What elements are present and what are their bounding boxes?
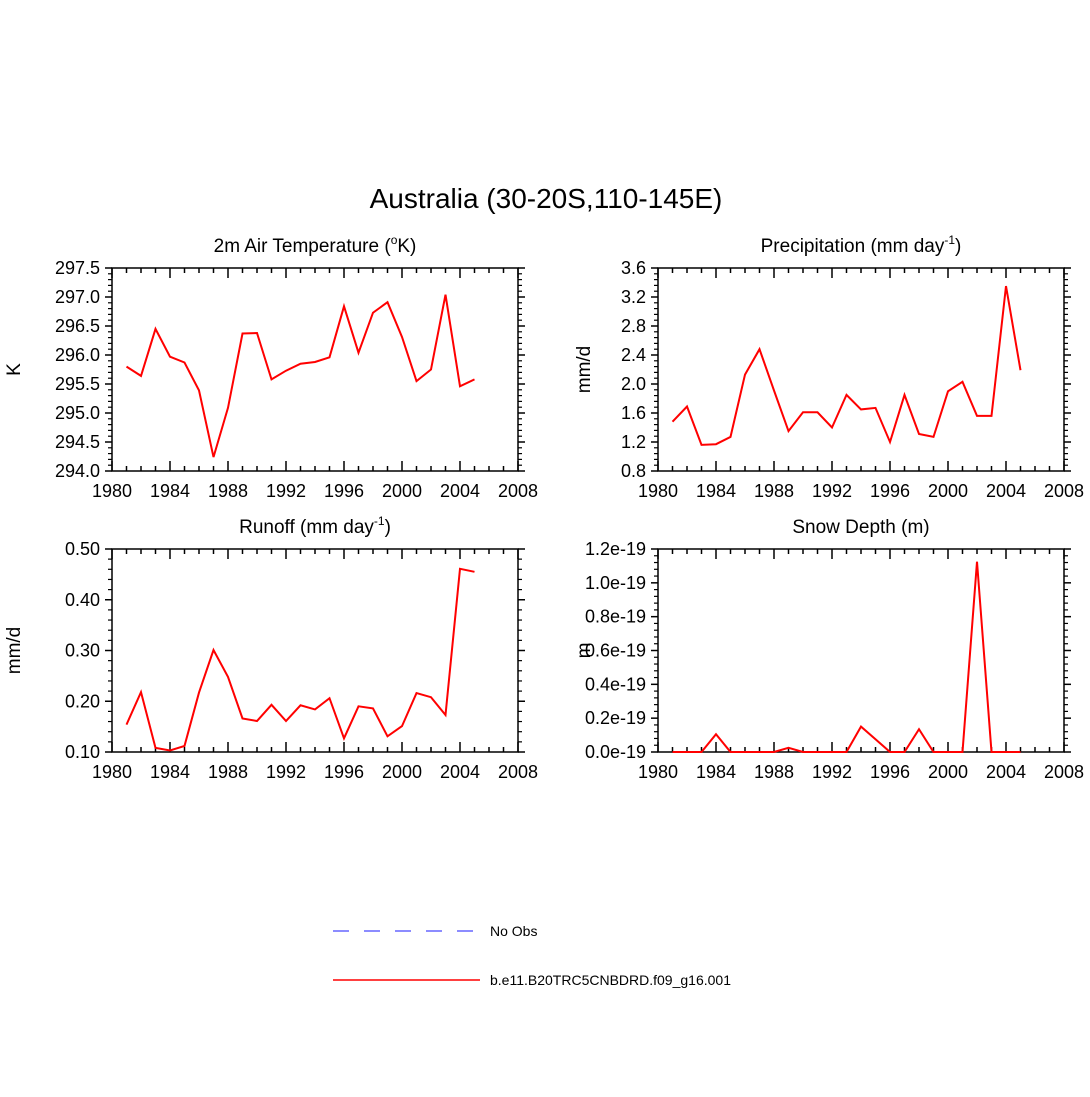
- y-tick-label: 2.8: [621, 316, 646, 336]
- y-tick-label: 1.2: [621, 432, 646, 452]
- y-tick-label: 0.10: [65, 742, 100, 762]
- panel-title-text: Runoff (mm day: [239, 517, 374, 538]
- panel-title-suffix: ): [385, 517, 391, 538]
- panel-title-superscript: -1: [374, 514, 385, 528]
- y-tick-label: 3.6: [621, 258, 646, 278]
- series-line-model: [125, 567, 475, 752]
- panel-title: 2m Air Temperature (oK): [214, 233, 417, 257]
- y-tick-label: 0.20: [65, 691, 100, 711]
- y-tick-label: 295.5: [55, 374, 100, 394]
- y-tick-label: 0.8e-19: [585, 607, 646, 627]
- x-tick-label: 1992: [812, 481, 852, 501]
- y-tick-label: 2.4: [621, 345, 646, 365]
- y-tick-label: 0.6e-19: [585, 641, 646, 661]
- x-tick-label: 2008: [498, 481, 538, 501]
- chart-panel-runoff: 1980 1984 1988 1992 1996 2000 2004 2008 0.10 0.20…: [4, 514, 538, 782]
- x-tick-label: 2000: [382, 762, 422, 782]
- series-line-model: [671, 285, 1022, 446]
- x-tick-label: 2000: [928, 481, 968, 501]
- plot-frame: [111, 548, 519, 753]
- y-tick-label: 297.5: [55, 258, 100, 278]
- y-axis-label: m: [574, 643, 595, 659]
- plot-frame: [657, 267, 1065, 472]
- x-tick-label: 1984: [150, 762, 190, 782]
- x-tick-label: 1996: [870, 762, 910, 782]
- y-axis-label: mm/d: [4, 627, 25, 675]
- x-tick-label: 1980: [638, 762, 678, 782]
- y-tick-label: 1.6: [621, 403, 646, 423]
- x-tick-label: 1984: [696, 762, 736, 782]
- y-tick-label: 3.2: [621, 287, 646, 307]
- x-tick-label: 1984: [150, 481, 190, 501]
- y-tick-label: 294.5: [55, 432, 100, 452]
- y-tick-label: 295.0: [55, 403, 100, 423]
- panel-title: Precipitation (mm day-1): [761, 233, 962, 257]
- y-tick-label: 296.5: [55, 316, 100, 336]
- x-tick-label: 2008: [1044, 481, 1084, 501]
- chart-panel-precipitation: 1980 1984 1988 1992 1996 2000 2004 2008 0.8 1.2 1.…: [574, 233, 1084, 501]
- x-tick-label: 1988: [208, 481, 248, 501]
- y-tick-label: 297.0: [55, 287, 100, 307]
- y-tick-label: 1.0e-19: [585, 573, 646, 593]
- y-tick-label: 0.40: [65, 590, 100, 610]
- y-tick-label: 2.0: [621, 374, 646, 394]
- x-tick-label: 1996: [870, 481, 910, 501]
- x-tick-label: 2008: [498, 762, 538, 782]
- x-tick-label: 1992: [266, 481, 306, 501]
- main-title: Australia (30-20S,110-145E): [370, 183, 723, 214]
- x-tick-label: 1984: [696, 481, 736, 501]
- y-axis-label: mm/d: [574, 346, 595, 394]
- panels: 1980 1984 1988 1992 1996 2000 2004 2008 294.0 294…: [4, 233, 1084, 782]
- x-tick-label: 2004: [440, 481, 480, 501]
- legend-label-model: b.e11.B20TRC5CNBDRD.f09_g16.001: [490, 972, 731, 988]
- x-tick-label: 1988: [208, 762, 248, 782]
- y-tick-label: 0.8: [621, 461, 646, 481]
- legend-label-no-obs: No Obs: [490, 923, 537, 939]
- y-tick-label: 294.0: [55, 461, 100, 481]
- x-tick-label: 2000: [382, 481, 422, 501]
- y-tick-label: 1.2e-19: [585, 539, 646, 559]
- x-tick-label: 2000: [928, 762, 968, 782]
- y-tick-label: 0.50: [65, 539, 100, 559]
- chart-panel-air-temperature: 1980 1984 1988 1992 1996 2000 2004 2008 294.0 294…: [4, 233, 538, 501]
- x-tick-label: 2004: [986, 481, 1026, 501]
- panel-title-superscript: o: [391, 233, 398, 247]
- chart-panel-snow-depth: 1980 1984 1988 1992 1996 2000 2004 2008 0.0e-19 0…: [574, 517, 1084, 782]
- x-tick-label: 1988: [754, 481, 794, 501]
- x-tick-label: 1980: [638, 481, 678, 501]
- x-tick-label: 1980: [92, 762, 132, 782]
- panel-title-superscript: -1: [944, 233, 955, 247]
- panel-title-text: 2m Air Temperature (: [214, 236, 392, 257]
- legend: No Obs b.e11.B20TRC5CNBDRD.f09_g16.001: [333, 923, 731, 988]
- x-tick-label: 1992: [266, 762, 306, 782]
- panel-title-text: Precipitation (mm day: [761, 236, 945, 257]
- panel-title: Snow Depth (m): [792, 517, 929, 538]
- x-tick-label: 2004: [986, 762, 1026, 782]
- x-tick-label: 2004: [440, 762, 480, 782]
- y-tick-label: 0.0e-19: [585, 742, 646, 762]
- x-tick-label: 1992: [812, 762, 852, 782]
- x-tick-label: 1996: [324, 481, 364, 501]
- y-axis-label: K: [4, 363, 25, 376]
- x-tick-label: 1988: [754, 762, 794, 782]
- y-tick-label: 0.30: [65, 641, 100, 661]
- panel-title-text: Snow Depth (m): [792, 517, 929, 538]
- x-tick-label: 2008: [1044, 762, 1084, 782]
- panel-title: Runoff (mm day-1): [239, 514, 391, 538]
- panel-title-suffix: K): [397, 236, 416, 257]
- y-tick-label: 0.4e-19: [585, 674, 646, 694]
- plot-frame: [657, 548, 1065, 753]
- y-tick-label: 296.0: [55, 345, 100, 365]
- series-line-model: [125, 294, 475, 458]
- series-line-model: [672, 561, 1021, 753]
- x-tick-label: 1980: [92, 481, 132, 501]
- y-tick-label: 0.2e-19: [585, 708, 646, 728]
- panel-title-suffix: ): [955, 236, 961, 257]
- x-tick-label: 1996: [324, 762, 364, 782]
